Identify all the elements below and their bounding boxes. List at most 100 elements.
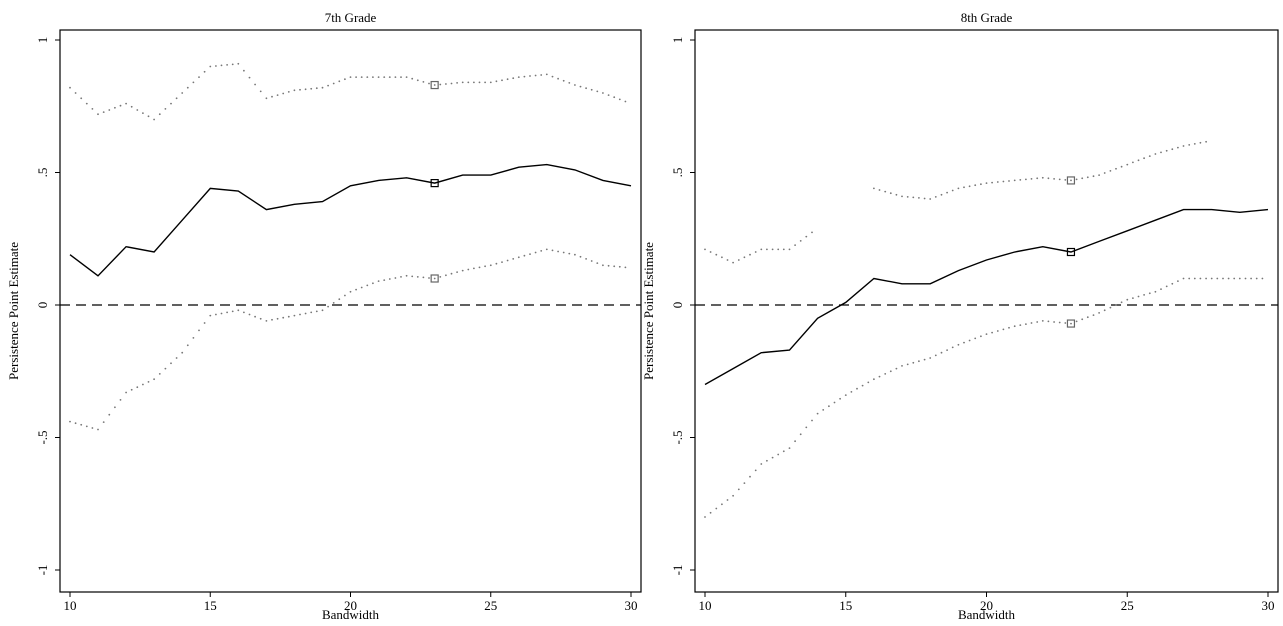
upper-ci-line-dot xyxy=(1177,146,1179,149)
lower-ci-line-dot xyxy=(1075,320,1078,323)
x-tick-label: 25 xyxy=(1121,598,1134,613)
upper-ci-line-dot xyxy=(467,81,470,84)
upper-ci-line-dot xyxy=(198,76,200,78)
lower-ci-line-dot xyxy=(1041,320,1044,322)
lower-ci-line-dot xyxy=(1025,323,1027,325)
upper-ci-line-dot xyxy=(794,244,796,247)
upper-ci-line-dot xyxy=(203,70,206,73)
lower-ci-line-dot xyxy=(237,309,240,312)
lower-ci-line-dot xyxy=(473,267,475,270)
upper-ci-line-dot xyxy=(545,73,548,76)
upper-ci-line-dot xyxy=(220,64,223,67)
upper-ci-line-dot xyxy=(704,248,706,251)
lower-ci-line-dot xyxy=(461,269,464,272)
upper-ci-line-dot xyxy=(366,76,369,78)
upper-ci-line-dot xyxy=(1199,141,1202,144)
lower-ci-line-dot xyxy=(91,427,94,429)
upper-ci-line-dot xyxy=(484,81,486,84)
lower-ci-line-dot xyxy=(158,373,161,375)
y-axis-title: Persistence Point Estimate xyxy=(641,242,656,380)
upper-ci-line-dot xyxy=(293,89,296,92)
lower-ci-line-dot xyxy=(788,447,791,449)
upper-ci-line-dot xyxy=(996,181,999,183)
upper-ci-line-dot xyxy=(271,95,273,98)
upper-ci-line-dot xyxy=(1205,140,1207,143)
lower-ci-line-dot xyxy=(912,361,915,364)
upper-ci-line-dot xyxy=(974,184,977,187)
upper-ci-line-dot xyxy=(766,248,768,251)
lower-ci-line-dot xyxy=(315,310,318,313)
plot-frame xyxy=(694,29,1279,593)
lower-ci-line-dot xyxy=(991,331,993,334)
upper-ci-line-dot xyxy=(349,76,352,78)
upper-ci-line-dot xyxy=(529,75,531,77)
lower-ci-line-dot xyxy=(749,475,751,478)
lower-ci-line-dot xyxy=(226,311,229,314)
lower-ci-line-dot xyxy=(596,262,599,264)
upper-ci-line-dot xyxy=(1081,177,1084,180)
lower-ci-line-dot xyxy=(957,343,960,346)
upper-ci-line-dot xyxy=(338,80,341,83)
lower-ci-line-dot xyxy=(517,256,520,259)
x-tick-label: 25 xyxy=(484,598,497,613)
upper-ci-line-dot xyxy=(355,76,357,78)
point-estimate-line xyxy=(69,163,632,277)
lower-ci-line-dot xyxy=(1013,325,1016,328)
lower-ci-line-dot xyxy=(1193,277,1196,280)
lower-ci-line-dot xyxy=(873,378,875,381)
lower-ci-line-dot xyxy=(884,373,887,375)
lower-ci-line-dot xyxy=(506,259,509,262)
lower-ci-line-dot xyxy=(478,266,481,269)
lower-ci-line-dot xyxy=(327,305,329,308)
upper-ci-line-dot xyxy=(388,76,391,78)
upper-ci-line-dot xyxy=(1115,167,1117,170)
upper-ci-line-dot xyxy=(1143,157,1145,160)
lower-ci-line-dot xyxy=(422,276,425,279)
lower-ci-line-dot xyxy=(1126,298,1129,301)
lower-ci-line-dot xyxy=(929,357,932,359)
upper-ci-line-dot xyxy=(405,76,408,78)
lower-ci-line-dot xyxy=(574,253,576,256)
lower-ci-line-dot xyxy=(523,254,526,257)
lower-ci-line-dot xyxy=(153,378,156,381)
lower-ci-line-dot xyxy=(782,450,785,453)
lower-ci-line-dot xyxy=(743,482,746,484)
lower-ci-line-dot xyxy=(411,275,414,278)
upper-ci-line-dot xyxy=(181,92,184,94)
lower-ci-line-dot xyxy=(125,391,127,394)
lower-ci-line-dot xyxy=(215,313,217,316)
lower-ci-line-dot xyxy=(1199,277,1202,280)
upper-ci-line-dot xyxy=(147,115,150,118)
upper-ci-line-dot xyxy=(473,81,475,84)
lower-ci-line-dot xyxy=(1103,309,1106,312)
upper-ci-line-dot xyxy=(97,113,99,116)
upper-ci-line-dot xyxy=(215,65,217,67)
upper-ci-line-dot xyxy=(1086,176,1089,179)
upper-ci-line-dot xyxy=(771,248,774,251)
lower-ci-line-dot xyxy=(1250,277,1252,280)
lower-ci-line-dot xyxy=(867,381,870,384)
upper-ci-line-dot xyxy=(618,98,621,101)
lower-ci-line-dot xyxy=(1148,292,1151,295)
upper-ci-line-dot xyxy=(433,84,436,86)
upper-ci-line-dot xyxy=(237,62,240,65)
lower-ci-line-dot xyxy=(377,280,380,282)
upper-ci-line-dot xyxy=(602,92,604,94)
lower-ci-line-dot xyxy=(209,314,212,317)
upper-ci-line-dot xyxy=(332,82,335,85)
upper-ci-line-dot xyxy=(192,81,195,84)
lower-ci-line-dot xyxy=(534,251,537,254)
upper-ci-line-dot xyxy=(805,235,808,238)
y-tick-label: -1 xyxy=(35,565,50,576)
lower-ci-line-dot xyxy=(624,266,627,269)
lower-ci-line-dot xyxy=(985,333,988,335)
upper-ci-line-dot xyxy=(461,81,464,84)
lower-ci-line-dot xyxy=(344,294,346,297)
chart-panel-2: 8th Grade 10 15 20 25 30 -1 -.5 0 .5 1 Bandwidth Per… xyxy=(641,10,1279,622)
upper-ci-line-dot xyxy=(1182,145,1185,147)
upper-ci-line-dot xyxy=(164,108,167,110)
upper-ci-line-dot xyxy=(259,90,262,93)
upper-ci-line-dot xyxy=(248,76,251,79)
upper-ci-line-dot xyxy=(119,104,122,107)
lower-ci-line-dot xyxy=(963,341,965,344)
